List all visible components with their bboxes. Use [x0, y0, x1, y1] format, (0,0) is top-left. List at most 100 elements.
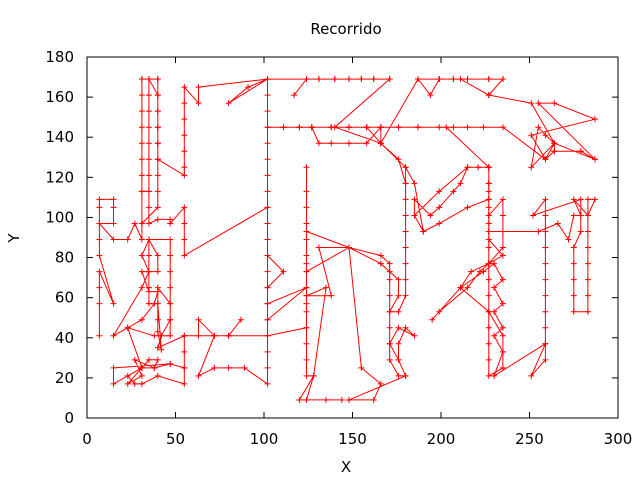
data-point-marker: [485, 76, 492, 83]
data-point-marker: [530, 212, 537, 219]
data-point-marker: [181, 380, 188, 387]
data-point-marker: [154, 328, 161, 335]
data-point-marker: [395, 372, 402, 379]
data-point-marker: [464, 124, 471, 131]
data-point-marker: [577, 228, 584, 235]
data-point-marker: [96, 220, 103, 227]
y-tick-label: 60: [55, 289, 74, 307]
data-point-marker: [584, 228, 591, 235]
data-point-marker: [386, 292, 393, 299]
data-point-marker: [491, 260, 498, 267]
data-point-marker: [154, 284, 161, 291]
data-point-marker: [565, 236, 572, 243]
data-point-marker: [96, 284, 103, 291]
data-point-marker: [468, 268, 475, 275]
data-point-marker: [138, 372, 145, 379]
data-point-marker: [395, 324, 402, 331]
data-point-marker: [485, 204, 492, 211]
data-point-marker: [110, 300, 117, 307]
data-point-marker: [138, 140, 145, 147]
data-point-marker: [386, 260, 393, 267]
data-point-marker: [138, 156, 145, 163]
data-point-marker: [542, 292, 549, 299]
data-point-marker: [395, 340, 402, 347]
data-point-marker: [181, 164, 188, 171]
data-point-marker: [264, 364, 271, 371]
data-point-marker: [195, 100, 202, 107]
data-point-marker: [145, 284, 152, 291]
data-point-marker: [485, 324, 492, 331]
y-tick-label: 180: [45, 48, 74, 66]
data-point-marker: [138, 268, 145, 275]
data-point-marker: [436, 76, 443, 83]
data-point-marker: [303, 268, 310, 275]
data-point-marker: [345, 76, 352, 83]
data-point-marker: [181, 100, 188, 107]
data-point-marker: [181, 172, 188, 179]
x-tick-label: 300: [604, 430, 633, 448]
data-point-marker: [110, 332, 117, 339]
data-point-marker: [542, 196, 549, 203]
data-point-marker: [436, 188, 443, 195]
data-point-marker: [528, 100, 535, 107]
data-point-marker: [315, 76, 322, 83]
data-point-marker: [154, 172, 161, 179]
y-tick-label: 80: [55, 249, 74, 267]
data-point-marker: [491, 332, 498, 339]
data-point-marker: [138, 172, 145, 179]
data-point-marker: [485, 212, 492, 219]
data-point-marker: [264, 332, 271, 339]
data-point-marker: [436, 204, 443, 211]
data-point-marker: [303, 356, 310, 363]
data-point-marker: [363, 124, 370, 131]
data-point-marker: [138, 236, 145, 243]
data-point-marker: [303, 164, 310, 171]
data-point-marker: [145, 356, 152, 363]
data-point-marker: [485, 340, 492, 347]
data-point-marker: [96, 268, 103, 275]
data-point-marker: [264, 92, 271, 99]
data-point-marker: [584, 212, 591, 219]
data-point-marker: [370, 76, 377, 83]
data-point-marker: [264, 348, 271, 355]
data-point-marker: [542, 276, 549, 283]
data-point-marker: [303, 308, 310, 315]
data-point-marker: [584, 196, 591, 203]
data-point-marker: [457, 180, 464, 187]
data-point-marker: [151, 364, 158, 371]
data-point-marker: [411, 332, 418, 339]
data-point-marker: [542, 260, 549, 267]
data-point-marker: [110, 196, 117, 203]
data-point-marker: [584, 244, 591, 251]
data-point-marker: [499, 76, 506, 83]
axis-ticks: 0 50 100 150 200 250 300 0 20 40 60 80 100 120 140 160 1…: [45, 48, 632, 448]
data-point-marker: [386, 76, 393, 83]
data-point-marker: [264, 252, 271, 259]
data-point-marker: [154, 108, 161, 115]
data-point-marker: [402, 228, 409, 235]
data-point-marker: [551, 148, 558, 155]
data-point-marker: [402, 180, 409, 187]
data-point-marker: [577, 212, 584, 219]
data-point-marker: [124, 372, 131, 379]
data-point-marker: [427, 92, 434, 99]
data-point-marker: [138, 284, 145, 291]
data-point-marker: [402, 212, 409, 219]
data-point-marker: [264, 380, 271, 387]
data-point-marker: [402, 260, 409, 267]
data-point-marker: [485, 236, 492, 243]
data-point-marker: [303, 300, 310, 307]
data-point-marker: [145, 220, 152, 227]
data-point-marker: [225, 364, 232, 371]
y-tick-label: 100: [45, 208, 74, 226]
data-point-marker: [331, 76, 338, 83]
data-point-marker: [181, 332, 188, 339]
data-point-marker: [154, 268, 161, 275]
data-point-marker: [181, 348, 188, 355]
data-point-marker: [154, 300, 161, 307]
data-point-marker: [528, 164, 535, 171]
data-point-marker: [570, 292, 577, 299]
data-point-marker: [485, 92, 492, 99]
data-point-marker: [264, 124, 271, 131]
data-point-marker: [154, 252, 161, 259]
